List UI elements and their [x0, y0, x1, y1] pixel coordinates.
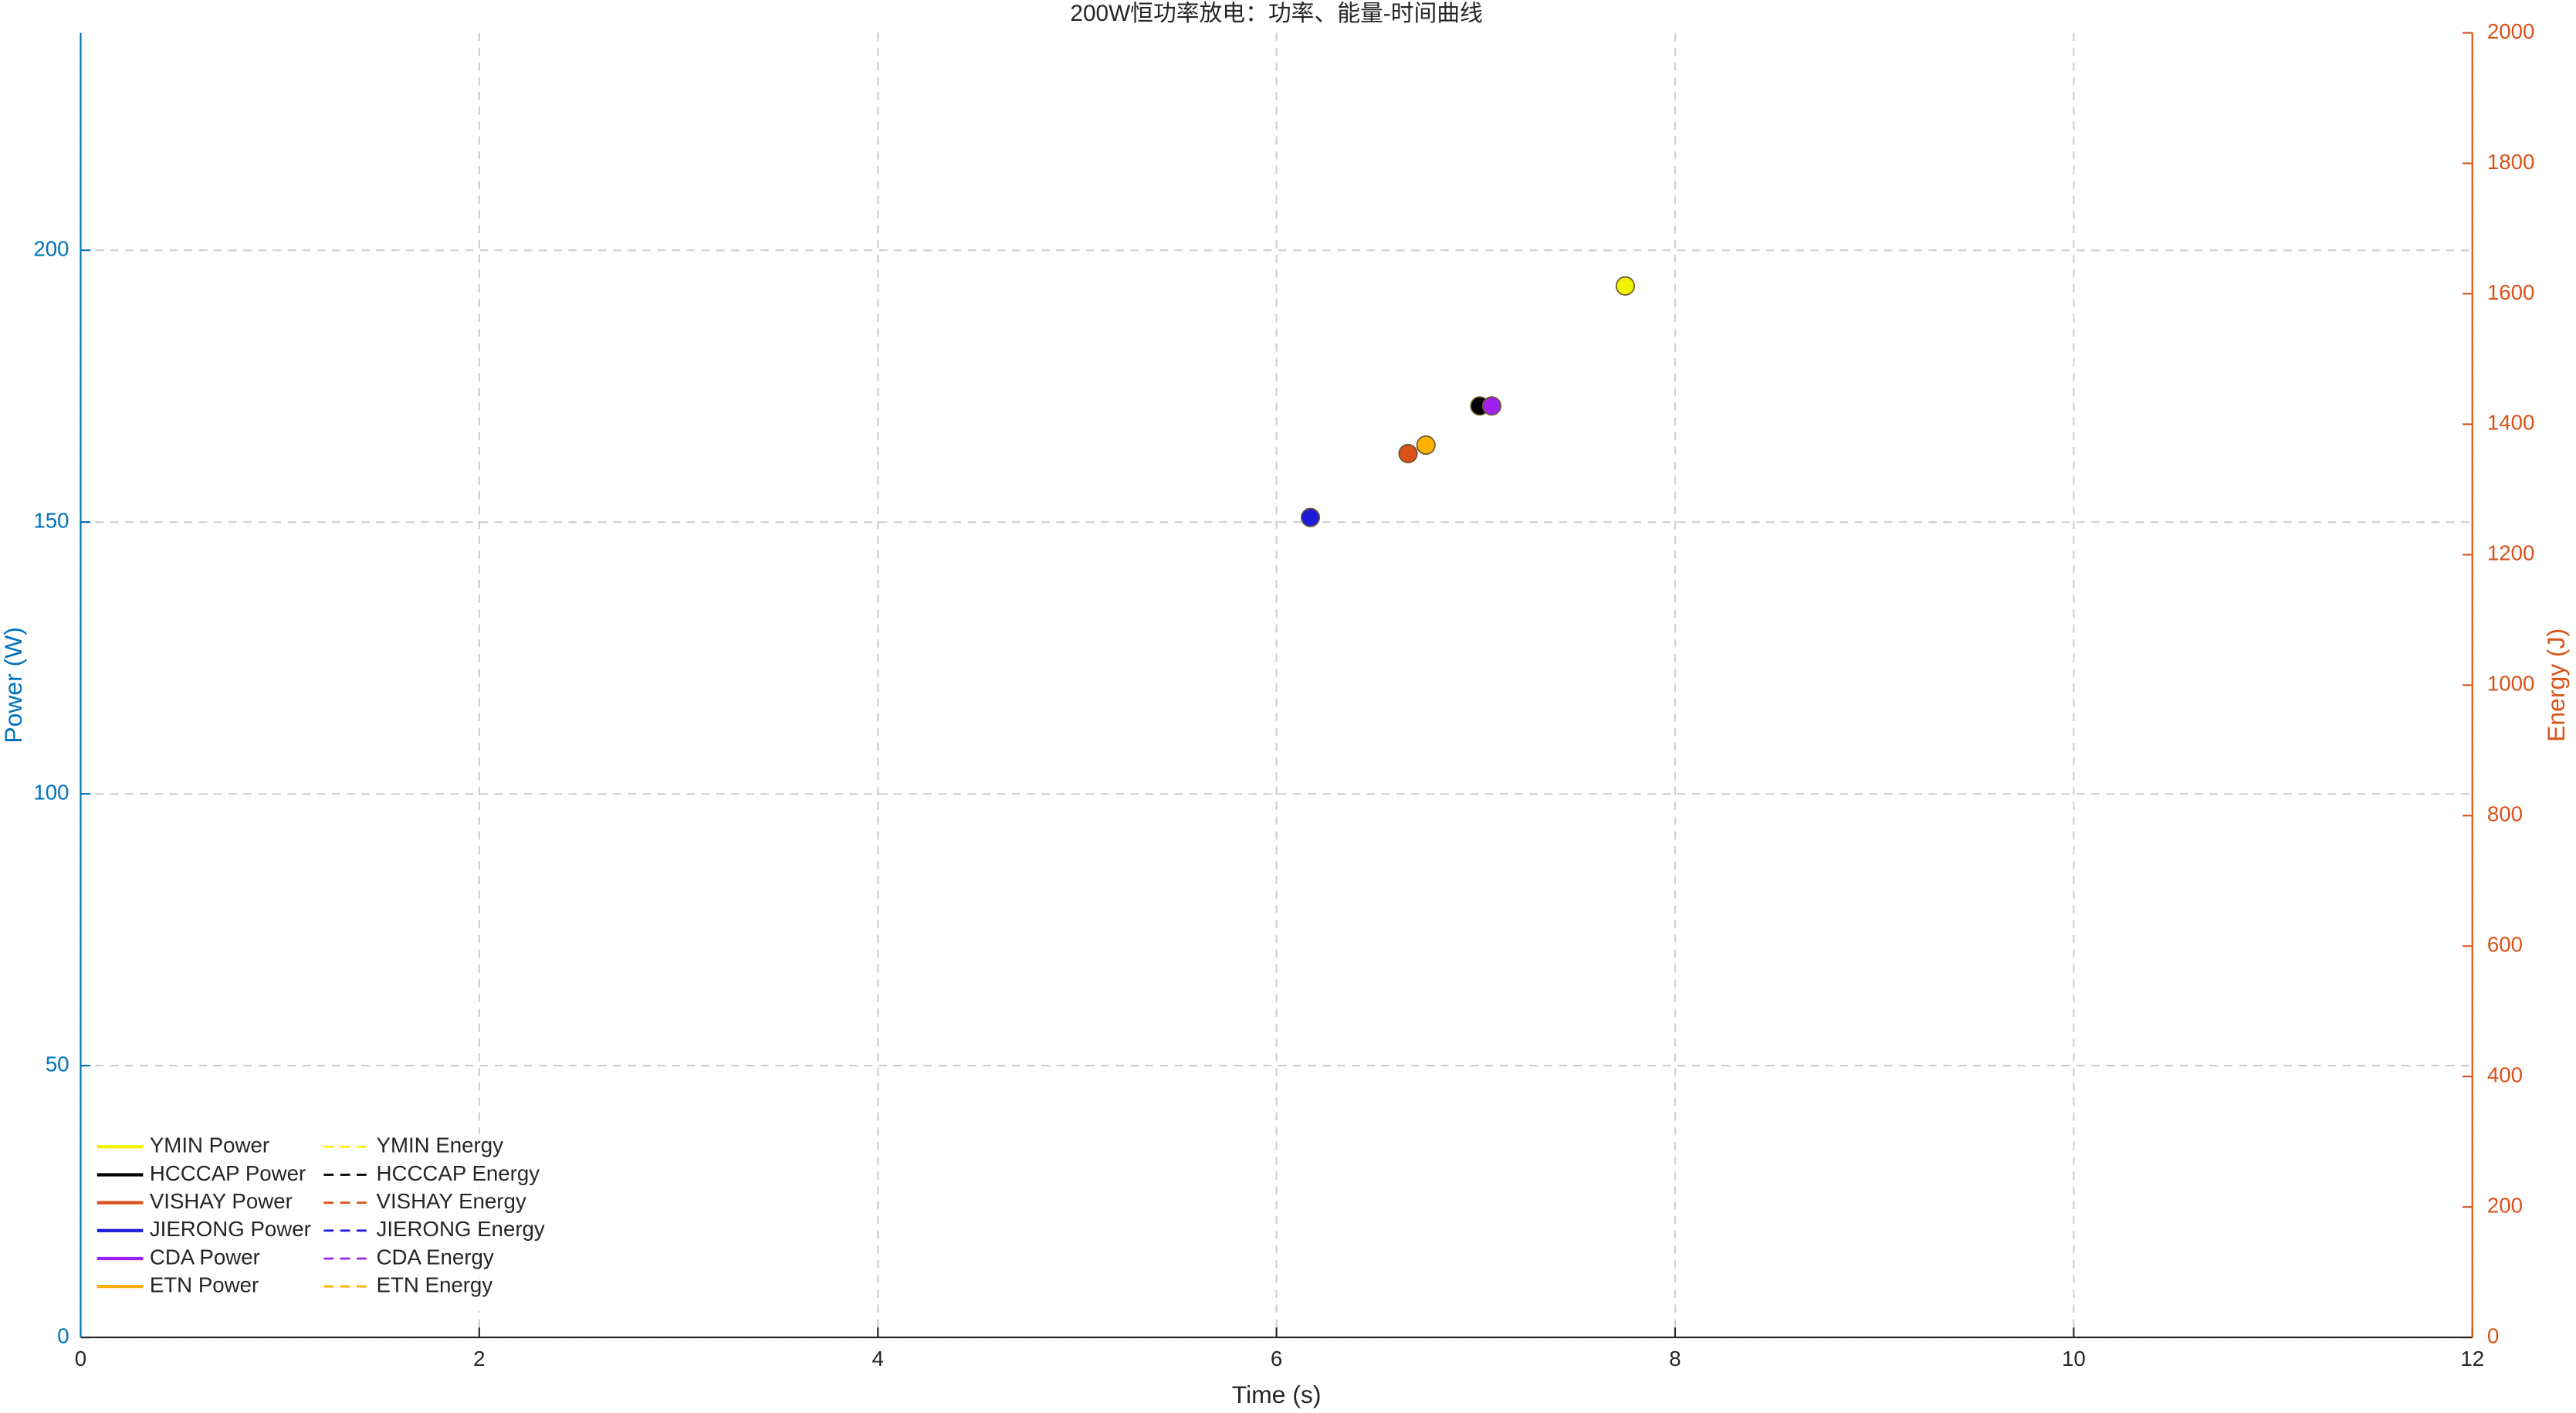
y2-tick-label: 0	[2487, 1323, 2499, 1347]
legend-label: VISHAY Energy	[377, 1189, 526, 1213]
y-tick-label: 200	[33, 236, 69, 260]
legend-label: JIERONG Power	[150, 1217, 311, 1241]
data-point	[1398, 443, 1418, 463]
data-point	[1300, 507, 1321, 527]
y-axis-label: Power (W)	[0, 627, 27, 744]
y2-tick-label: 1400	[2487, 411, 2535, 435]
legend-label: ETN Energy	[377, 1272, 493, 1296]
x-tick-label: 10	[2062, 1347, 2086, 1371]
data-point	[1481, 396, 1502, 416]
y2-tick-label: 1200	[2487, 541, 2535, 565]
y-tick-label: 50	[46, 1052, 69, 1076]
y2-tick-label: 2000	[2487, 19, 2535, 43]
legend-label: YMIN Energy	[377, 1133, 504, 1157]
x-tick-label: 12	[2460, 1347, 2484, 1371]
y2-tick-label: 400	[2487, 1063, 2523, 1087]
y2-tick-label: 600	[2487, 933, 2523, 957]
data-point	[1615, 276, 1635, 296]
y2-tick-label: 1800	[2487, 150, 2535, 174]
legend-label: VISHAY Power	[150, 1189, 293, 1213]
legend-label: HCCCAP Energy	[377, 1161, 540, 1185]
y2-axis-label: Energy (J)	[2542, 629, 2570, 742]
x-tick-label: 8	[1669, 1347, 1681, 1371]
y2-tick-label: 1600	[2487, 280, 2535, 304]
legend-label: CDA Energy	[377, 1245, 494, 1269]
x-tick-label: 2	[473, 1347, 485, 1371]
x-tick-label: 6	[1271, 1347, 1282, 1371]
legend-box	[96, 1133, 574, 1312]
legend-label: HCCCAP Power	[150, 1161, 306, 1185]
legend-label: JIERONG Energy	[377, 1217, 545, 1241]
y-tick-label: 0	[57, 1323, 69, 1347]
chart-title: 200W恒功率放电：功率、能量-时间曲线	[1070, 1, 1482, 26]
x-axis-label: Time (s)	[1232, 1381, 1322, 1408]
data-point	[1416, 435, 1436, 456]
y2-tick-label: 1000	[2487, 672, 2535, 696]
legend-label: CDA Power	[150, 1245, 260, 1269]
y2-tick-label: 200	[2487, 1193, 2523, 1217]
y-tick-label: 150	[33, 508, 69, 532]
x-tick-label: 0	[75, 1347, 86, 1371]
y2-tick-label: 800	[2487, 802, 2523, 826]
y-tick-label: 100	[33, 780, 69, 804]
legend-label: ETN Power	[150, 1272, 259, 1296]
legend-label: YMIN Power	[150, 1133, 269, 1157]
x-tick-label: 4	[872, 1347, 884, 1371]
